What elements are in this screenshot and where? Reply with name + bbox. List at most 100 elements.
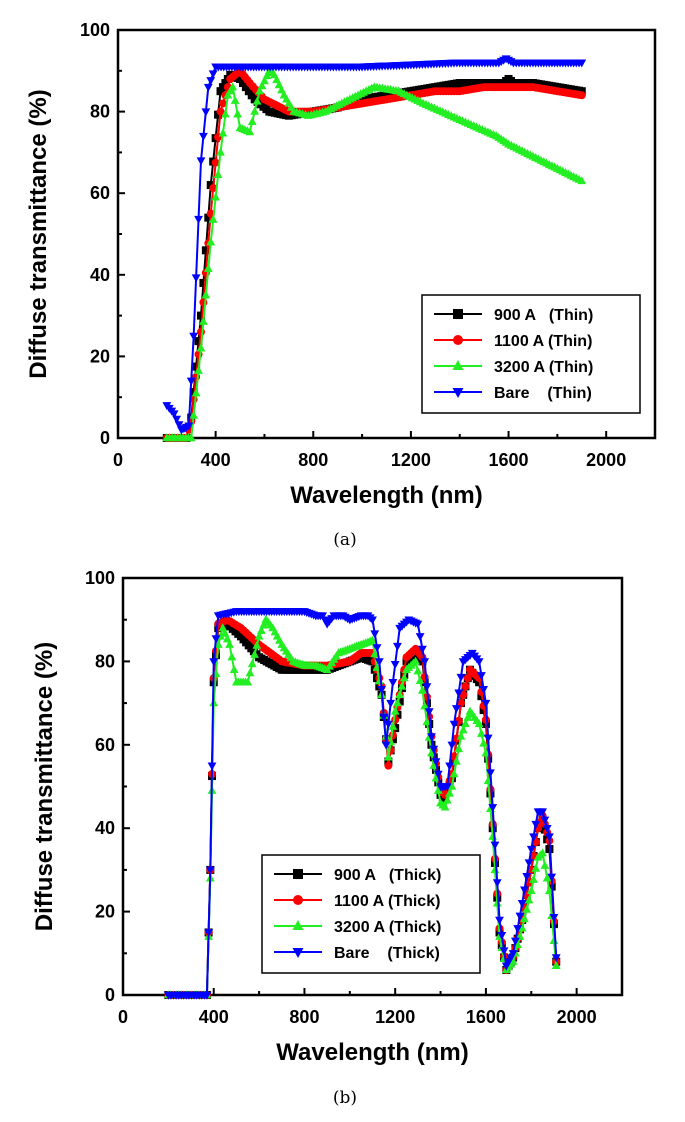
data-point bbox=[225, 86, 235, 95]
legend-label: 3200 A (Thin) bbox=[494, 359, 593, 376]
data-point bbox=[370, 649, 380, 658]
x-tick-label: 800 bbox=[289, 1007, 319, 1027]
legend-label: 3200 A (Thick) bbox=[334, 919, 441, 936]
data-point bbox=[449, 720, 459, 729]
y-tick-label: 100 bbox=[80, 20, 110, 40]
data-point bbox=[461, 719, 470, 728]
data-point bbox=[254, 631, 264, 640]
data-point bbox=[218, 83, 227, 92]
data-point bbox=[206, 237, 216, 246]
legend-marker bbox=[293, 869, 303, 879]
data-point bbox=[510, 937, 520, 946]
data-point bbox=[211, 192, 221, 201]
data-point bbox=[449, 769, 459, 778]
x-tick-label: 1600 bbox=[466, 1007, 506, 1027]
data-point bbox=[488, 831, 498, 840]
data-point bbox=[218, 99, 227, 108]
data-point bbox=[517, 900, 527, 909]
data-point bbox=[420, 701, 430, 710]
data-point bbox=[463, 674, 472, 683]
data-point bbox=[247, 659, 257, 668]
series-2 bbox=[162, 66, 587, 442]
y-tick-label: 40 bbox=[95, 818, 115, 838]
data-point bbox=[483, 734, 493, 743]
data-point bbox=[461, 682, 470, 691]
y-axis-label: Diffuse transmittance (%) bbox=[25, 89, 52, 378]
y-tick-label: 60 bbox=[95, 735, 115, 755]
data-point bbox=[526, 845, 536, 854]
data-point bbox=[413, 666, 423, 675]
data-point bbox=[199, 132, 208, 141]
data-point bbox=[189, 332, 199, 341]
data-point bbox=[223, 90, 233, 99]
data-point bbox=[447, 781, 457, 790]
data-point bbox=[256, 626, 266, 635]
data-point bbox=[204, 213, 213, 222]
x-tick-label: 2000 bbox=[586, 450, 626, 470]
data-point bbox=[225, 639, 235, 648]
data-point bbox=[199, 316, 208, 325]
data-point bbox=[431, 758, 441, 767]
data-point bbox=[422, 717, 432, 726]
legend-marker bbox=[292, 920, 304, 930]
data-point bbox=[208, 70, 218, 79]
data-point bbox=[245, 668, 255, 677]
data-point bbox=[424, 708, 434, 717]
data-point bbox=[549, 935, 559, 944]
x-tick-label: 400 bbox=[199, 1007, 229, 1027]
data-point bbox=[318, 612, 327, 621]
y-tick-label: 20 bbox=[90, 346, 110, 366]
data-point bbox=[216, 147, 225, 156]
data-point bbox=[488, 804, 498, 813]
data-point bbox=[433, 785, 443, 794]
data-point bbox=[549, 913, 559, 922]
data-point bbox=[377, 686, 386, 694]
data-point bbox=[411, 656, 420, 665]
data-point bbox=[540, 860, 550, 869]
legend-label: 900 A (Thin) bbox=[494, 307, 593, 324]
data-point bbox=[422, 683, 432, 692]
series-3 bbox=[162, 55, 587, 435]
data-point bbox=[252, 640, 262, 649]
data-point bbox=[218, 128, 228, 137]
data-point bbox=[216, 107, 225, 116]
data-point bbox=[431, 773, 441, 782]
data-point bbox=[227, 652, 237, 661]
data-point bbox=[418, 645, 427, 654]
data-point bbox=[529, 874, 538, 883]
figure-caption: (a) bbox=[333, 530, 356, 550]
data-point bbox=[390, 660, 400, 669]
data-point bbox=[513, 940, 523, 949]
data-point bbox=[247, 117, 257, 125]
data-point bbox=[540, 816, 550, 825]
data-point bbox=[393, 710, 402, 719]
legend-marker bbox=[293, 895, 303, 905]
data-point bbox=[388, 721, 398, 730]
data-point bbox=[538, 808, 548, 817]
data-point bbox=[531, 863, 541, 872]
y-tick-label: 40 bbox=[90, 265, 110, 285]
data-point bbox=[247, 91, 256, 100]
data-point bbox=[508, 950, 518, 959]
data-point bbox=[429, 760, 439, 769]
data-point bbox=[429, 753, 438, 762]
data-point bbox=[201, 246, 210, 255]
y-tick-label: 80 bbox=[90, 102, 110, 122]
data-point bbox=[454, 744, 464, 753]
data-point bbox=[415, 633, 425, 642]
data-point bbox=[189, 410, 199, 419]
y-tick-label: 80 bbox=[95, 651, 115, 671]
data-point bbox=[427, 748, 436, 757]
data-point bbox=[381, 741, 391, 750]
data-point bbox=[236, 74, 245, 83]
data-point bbox=[413, 620, 423, 629]
data-point bbox=[194, 337, 203, 346]
data-point bbox=[433, 770, 443, 779]
data-point bbox=[476, 672, 486, 681]
data-point bbox=[383, 752, 393, 761]
data-point bbox=[577, 91, 586, 100]
data-point bbox=[216, 87, 225, 96]
data-point bbox=[458, 725, 468, 734]
data-point bbox=[370, 630, 380, 639]
legend-label: Bare (Thin) bbox=[494, 385, 592, 402]
